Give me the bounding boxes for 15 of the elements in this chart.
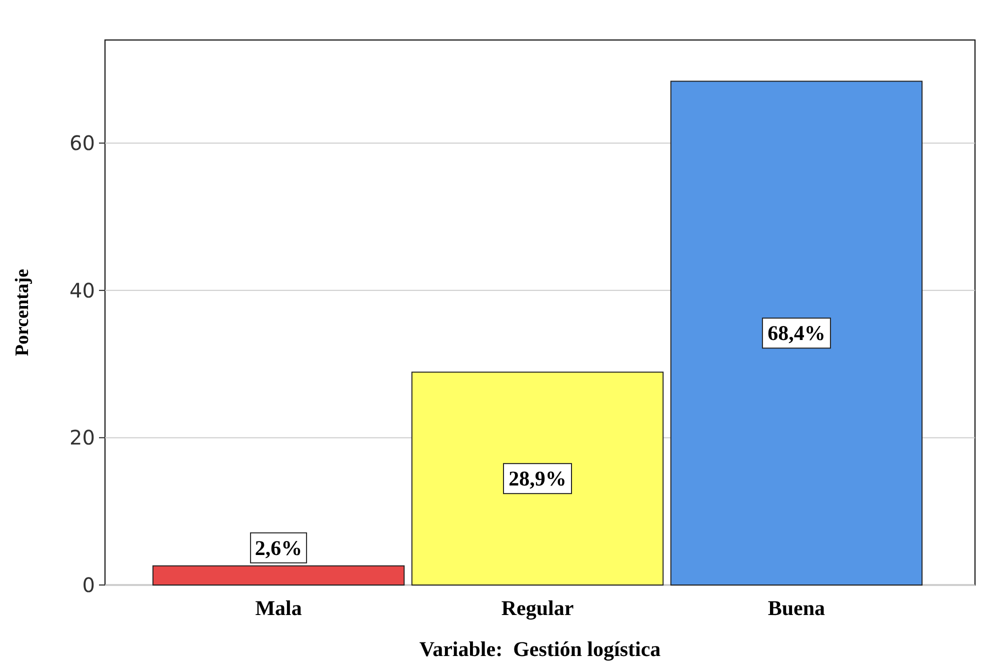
bar [411, 372, 664, 586]
y-tick-label: 0 [82, 573, 95, 597]
bar [670, 80, 923, 586]
y-tick-label: 60 [70, 131, 95, 156]
y-axis-title: Porcentaje [12, 268, 33, 356]
data-label: 68,4% [768, 321, 826, 346]
bar [152, 565, 405, 586]
data-label: 2,6% [254, 536, 302, 560]
data-label: 28,9% [508, 466, 566, 491]
x-tick-label: Buena [768, 596, 826, 620]
y-tick-label: 40 [70, 278, 95, 302]
x-tick-label: Regular [501, 596, 574, 620]
y-tick-label: 20 [70, 426, 95, 450]
x-tick-label: Mala [255, 596, 302, 620]
x-axis-title: Variable: Gestión logística [419, 637, 662, 661]
